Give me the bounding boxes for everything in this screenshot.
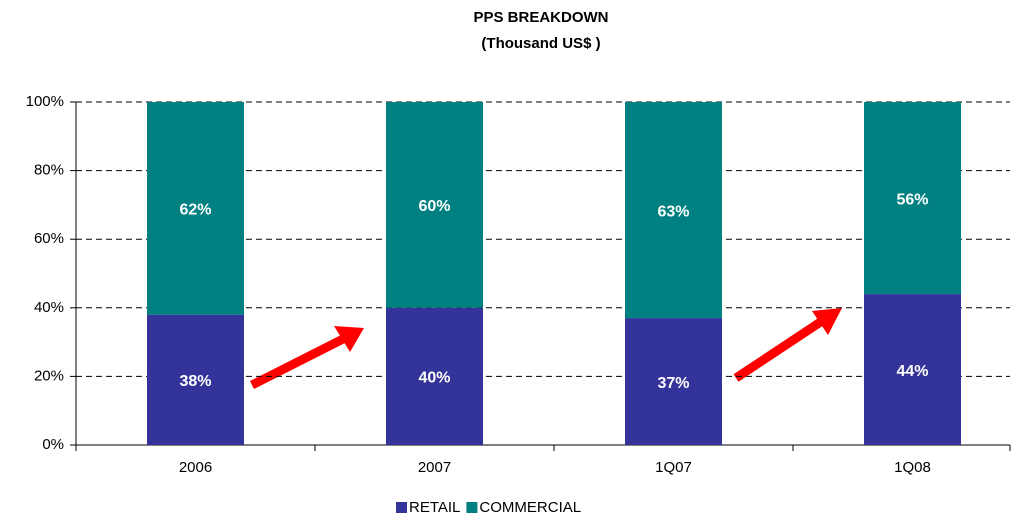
chart-subtitle: (Thousand US$ ) <box>481 35 600 52</box>
arrow <box>733 308 842 382</box>
x-tick-label: 1Q07 <box>655 459 692 476</box>
legend-swatch <box>396 502 407 513</box>
legend-label: COMMERCIAL <box>479 499 581 516</box>
value-label: 37% <box>657 375 689 392</box>
value-label: 38% <box>179 373 211 390</box>
y-tick-label: 60% <box>34 230 64 247</box>
y-tick-label: 0% <box>42 436 64 453</box>
bar-segment <box>147 314 244 445</box>
value-label: 60% <box>418 198 450 215</box>
value-label: 44% <box>896 363 928 380</box>
chart-title: PPS BREAKDOWN <box>473 9 608 26</box>
legend-label: RETAIL <box>409 499 460 516</box>
value-label: 40% <box>418 370 450 387</box>
bar-segment <box>864 102 961 295</box>
x-tick-label: 2006 <box>179 459 212 476</box>
legend-swatch <box>466 502 478 513</box>
bar-segment <box>386 102 483 308</box>
bar-segment <box>625 318 722 445</box>
x-tick-label: 2007 <box>418 459 451 476</box>
value-label: 56% <box>896 191 928 208</box>
value-label: 62% <box>179 202 211 219</box>
bar-segment <box>864 294 961 445</box>
bar-segment <box>625 102 722 319</box>
value-label: 63% <box>657 203 689 220</box>
bar-segment <box>147 102 244 315</box>
y-tick-label: 40% <box>34 299 64 316</box>
y-tick-label: 80% <box>34 162 64 179</box>
y-tick-label: 100% <box>26 93 64 110</box>
x-tick-label: 1Q08 <box>894 459 931 476</box>
y-tick-label: 20% <box>34 367 64 384</box>
bar-segment <box>386 307 483 445</box>
arrow <box>249 326 364 390</box>
